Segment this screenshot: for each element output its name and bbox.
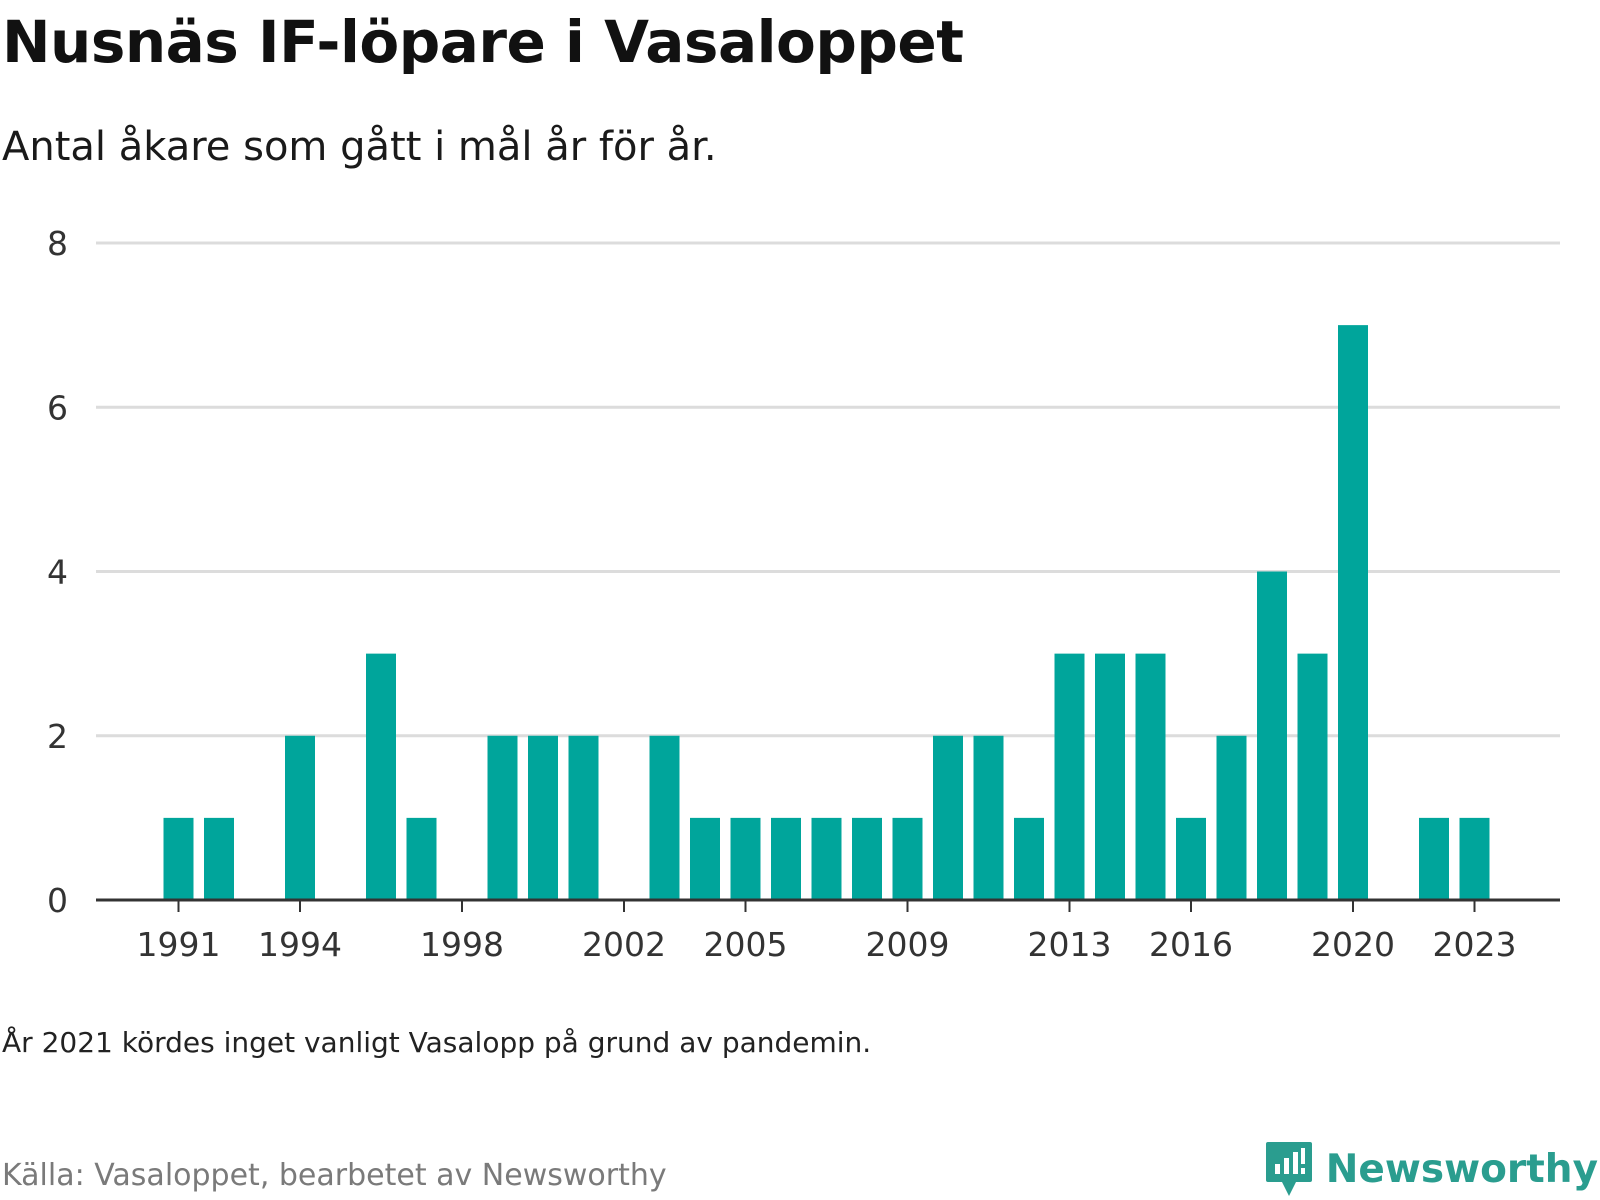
- x-tick-label: 1994: [258, 925, 342, 964]
- y-tick-label: 2: [47, 717, 68, 756]
- source-credit: Källa: Vasaloppet, bearbetet av Newswort…: [2, 1158, 667, 1193]
- bar-2008: [852, 817, 882, 900]
- bar-1992: [204, 817, 234, 900]
- newsworthy-logo-icon: [1265, 1142, 1312, 1196]
- chart-title: Nusnäs IF-löpare i Vasaloppet: [2, 8, 964, 76]
- bar-2009: [892, 817, 923, 900]
- chart-subtitle: Antal åkare som gått i mål år för år.: [2, 124, 717, 170]
- x-tick-label: 2020: [1311, 925, 1395, 964]
- y-tick-label: 0: [47, 881, 68, 920]
- bar-2001: [568, 735, 599, 900]
- x-tick-label: 2013: [1028, 925, 1112, 964]
- x-tick-label: 2009: [866, 925, 950, 964]
- x-tick-label: 2023: [1433, 925, 1517, 964]
- bar-2000: [528, 735, 558, 900]
- bar-1997: [406, 817, 437, 900]
- x-tick-label: 1991: [137, 925, 221, 964]
- bar-2020: [1338, 325, 1368, 900]
- bar-2006: [771, 817, 801, 900]
- bar-2010: [933, 735, 963, 900]
- bar-2005: [730, 817, 761, 900]
- x-axis: 1991 1994 1998 2002 2005 2009 2013 2016 2020 2023: [96, 898, 1560, 964]
- bar-2012: [1014, 817, 1044, 900]
- footnote: År 2021 kördes inget vanligt Vasalopp på…: [2, 1026, 872, 1059]
- bar-2015: [1135, 653, 1166, 900]
- bar-1996: [366, 653, 396, 900]
- bar-2019: [1297, 653, 1328, 900]
- bar-2016: [1176, 817, 1206, 900]
- bar-2013: [1054, 653, 1085, 900]
- x-tick-label: 2002: [582, 925, 666, 964]
- bar-1991: [163, 817, 194, 900]
- bar-2023: [1459, 817, 1490, 900]
- y-tick-label: 8: [47, 224, 68, 263]
- bar-2003: [649, 735, 680, 900]
- newsworthy-brand[interactable]: Newsworthy: [1264, 1140, 1598, 1198]
- x-tick-label: 1998: [420, 925, 504, 964]
- y-tick-label: 4: [47, 553, 68, 592]
- bar-2022: [1419, 817, 1449, 900]
- y-tick-label: 6: [47, 388, 68, 427]
- bar-2018: [1257, 571, 1287, 900]
- bar-1994: [285, 735, 315, 900]
- bars: [163, 325, 1490, 900]
- bar-2017: [1216, 735, 1247, 900]
- x-tick-label: 2005: [704, 925, 788, 964]
- bar-2007: [811, 817, 842, 900]
- x-tick-label: 2016: [1149, 925, 1233, 964]
- bar-2014: [1095, 653, 1125, 900]
- brand-name: Newsworthy: [1325, 1146, 1598, 1192]
- bar-1999: [487, 735, 518, 900]
- y-axis-ticks: 0 2 4 6 8: [47, 224, 68, 920]
- bar-2011: [973, 735, 1004, 900]
- bar-chart: 0 2 4 6 8 1991 1994 1998 2002 2005 2009 2013 2016 20…: [47, 224, 1560, 964]
- bar-2004: [690, 817, 720, 900]
